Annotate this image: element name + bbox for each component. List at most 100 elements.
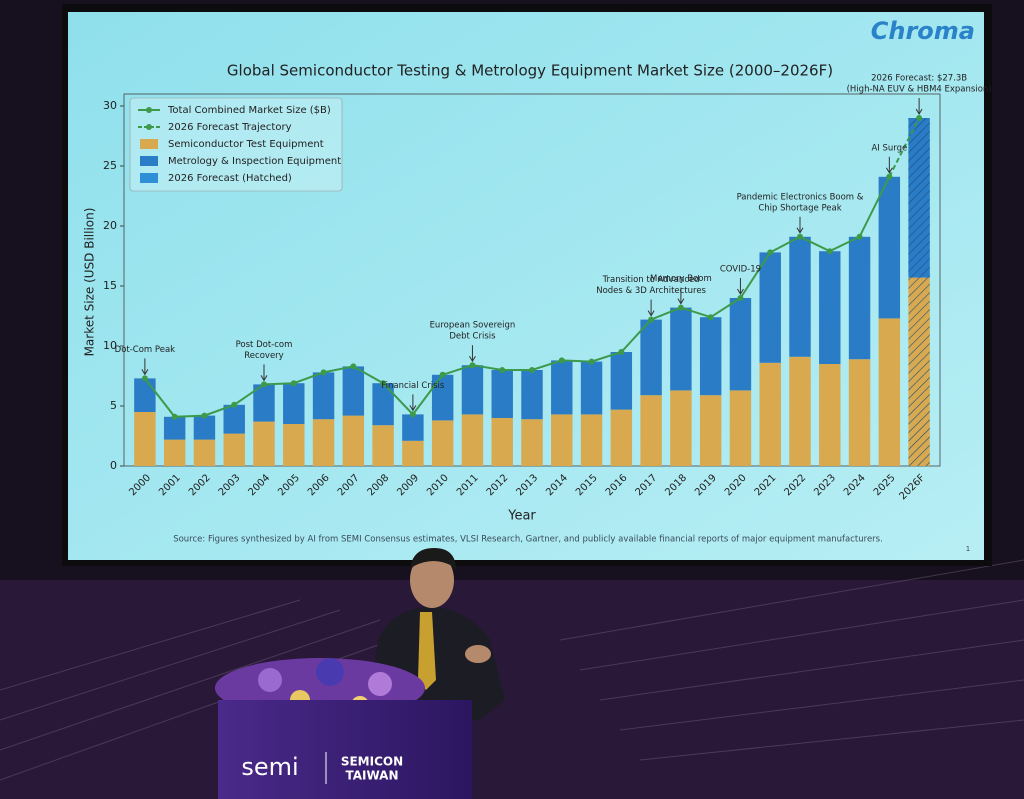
bar-segment bbox=[223, 404, 245, 434]
legend-swatch bbox=[140, 156, 158, 166]
legend-label: 2026 Forecast (Hatched) bbox=[168, 173, 292, 184]
y-tick-label: 30 bbox=[103, 99, 117, 112]
line-marker bbox=[618, 349, 625, 355]
annotation-arrowhead bbox=[796, 227, 804, 234]
annotation: Memory Boom bbox=[650, 274, 712, 284]
podium-event: TAIWAN bbox=[345, 769, 398, 783]
line-marker bbox=[350, 363, 357, 370]
bar-segment bbox=[610, 409, 633, 466]
annotation-arrowhead bbox=[141, 369, 149, 376]
annotation: Pandemic Electronics Boom & bbox=[737, 192, 864, 202]
bar-segment bbox=[580, 414, 603, 466]
bar-segment bbox=[640, 395, 662, 466]
bar-segment bbox=[134, 412, 156, 466]
legend-swatch bbox=[140, 139, 158, 149]
annotation: AI Surge bbox=[871, 143, 907, 153]
podium-brand: semi bbox=[241, 753, 298, 781]
bar-segment bbox=[461, 365, 484, 415]
line-marker bbox=[469, 362, 476, 369]
hatch-overlay bbox=[908, 277, 930, 466]
bar-segment bbox=[759, 252, 781, 363]
bar-segment bbox=[521, 419, 543, 466]
line-marker bbox=[529, 367, 535, 373]
line-marker bbox=[231, 401, 238, 408]
annotation: Transition to Advanced bbox=[602, 275, 700, 285]
annotation: Recovery bbox=[244, 351, 283, 361]
line-marker bbox=[499, 367, 506, 373]
bar-segment bbox=[193, 415, 216, 440]
line-marker bbox=[797, 233, 803, 240]
y-tick-label: 0 bbox=[110, 459, 117, 472]
annotation: Chip Shortage Peak bbox=[758, 203, 841, 213]
line-marker bbox=[588, 358, 595, 365]
chart: Global Semiconductor Testing & Metrology… bbox=[83, 62, 992, 524]
line-marker bbox=[201, 412, 208, 419]
logo: Chroma bbox=[871, 17, 975, 45]
bar-segment bbox=[134, 378, 156, 412]
annotation-arrowhead bbox=[409, 405, 417, 412]
bar-segment bbox=[431, 420, 454, 466]
bar-segment bbox=[789, 356, 811, 466]
hatch-overlay bbox=[908, 118, 930, 278]
line-marker bbox=[707, 314, 714, 321]
podium bbox=[218, 700, 472, 799]
bar-segment bbox=[759, 362, 781, 466]
bar-segment bbox=[402, 414, 424, 441]
line-marker bbox=[737, 295, 744, 301]
line-marker bbox=[171, 413, 178, 420]
legend-label: Semiconductor Test Equipment bbox=[168, 139, 324, 150]
bar-segment bbox=[461, 414, 484, 466]
bar-segment bbox=[163, 439, 186, 466]
bar-segment bbox=[580, 361, 603, 415]
bar-segment bbox=[699, 395, 722, 466]
bar-segment bbox=[848, 359, 871, 466]
bar-segment bbox=[372, 425, 394, 466]
bar-segment bbox=[372, 383, 394, 426]
bar-segment bbox=[670, 307, 692, 391]
legend-box bbox=[129, 97, 343, 192]
bar-segment bbox=[223, 433, 245, 466]
y-tick-label: 20 bbox=[103, 219, 117, 232]
bar-segment bbox=[283, 424, 305, 466]
line-marker bbox=[409, 411, 416, 418]
stage-wall bbox=[0, 580, 1024, 799]
line-marker bbox=[320, 369, 327, 376]
y-tick-label: 10 bbox=[103, 339, 117, 352]
y-tick-label: 15 bbox=[103, 279, 117, 292]
line-marker bbox=[916, 115, 923, 121]
line bbox=[888, 117, 921, 178]
source-note: Source: Figures synthesized by AI from S… bbox=[173, 535, 883, 545]
bar-segment bbox=[878, 176, 901, 319]
legend-marker bbox=[146, 107, 152, 113]
x-axis-label: Year bbox=[507, 509, 536, 524]
line bbox=[144, 176, 891, 418]
stage-pattern bbox=[0, 559, 1024, 781]
line-marker bbox=[380, 380, 387, 387]
legend-label: 2026 Forecast Trajectory bbox=[168, 122, 292, 133]
annotation: Dot-Com Peak bbox=[115, 345, 176, 355]
bar-segment bbox=[729, 298, 752, 391]
line-marker bbox=[886, 173, 893, 180]
annotation-arrowhead bbox=[677, 298, 685, 305]
bar-segment bbox=[312, 419, 335, 466]
bar-segment bbox=[670, 390, 692, 466]
page-number: 1 bbox=[966, 545, 970, 553]
annotation: (High-NA EUV & HBM4 Expansion) bbox=[847, 85, 992, 95]
y-axis-label: Market Size (USD Billion) bbox=[83, 208, 97, 357]
podium-event: SEMICON bbox=[341, 755, 403, 769]
chart-title: Global Semiconductor Testing & Metrology… bbox=[227, 62, 833, 80]
annotation-arrowhead bbox=[260, 375, 268, 382]
annotation: Debt Crisis bbox=[449, 332, 496, 342]
bar-segment bbox=[521, 370, 543, 420]
bar-segment bbox=[551, 414, 573, 466]
annotation: European Sovereign bbox=[430, 321, 516, 331]
bar-segment bbox=[699, 317, 722, 396]
bar-segment bbox=[878, 318, 901, 466]
bar-segment bbox=[253, 384, 275, 422]
bar-segment bbox=[253, 421, 275, 466]
annotation: Financial Crisis bbox=[381, 381, 445, 391]
line-marker bbox=[558, 357, 565, 364]
annotation: 2026 Forecast: $27.3B bbox=[871, 74, 967, 84]
line-marker bbox=[261, 381, 267, 388]
bar-segment bbox=[640, 319, 662, 396]
